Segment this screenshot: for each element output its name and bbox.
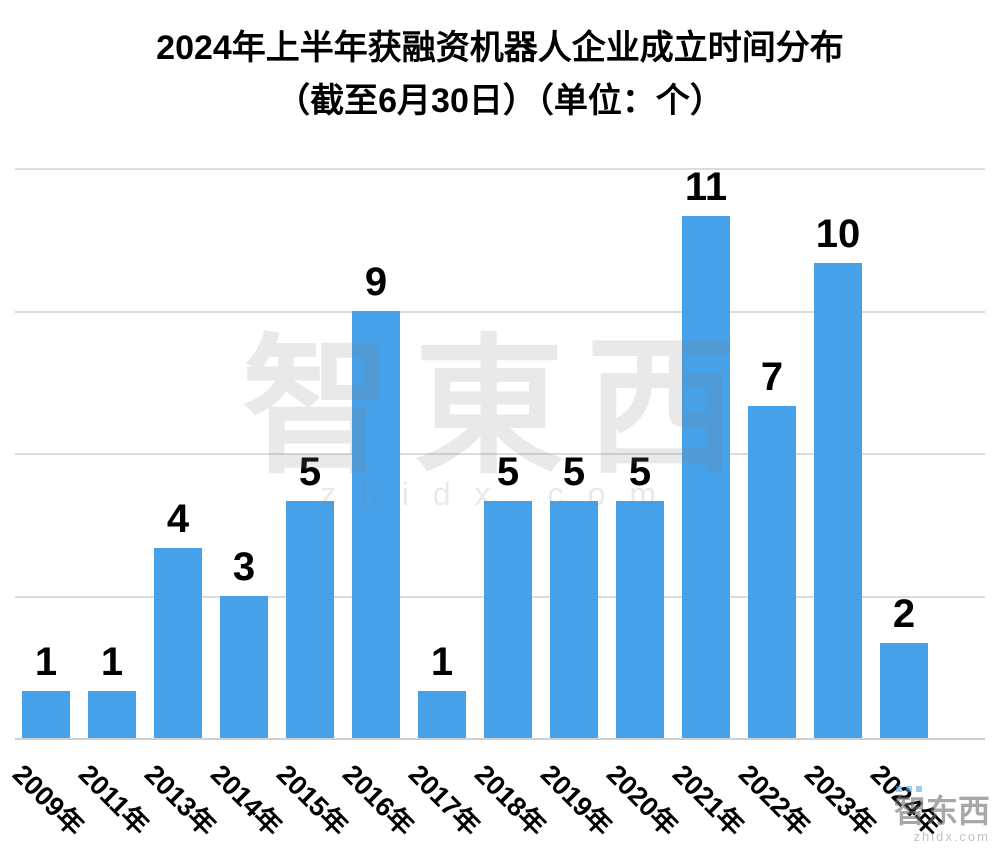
bar xyxy=(286,500,334,738)
x-axis-label: 2018年 xyxy=(468,758,552,842)
bar-value-label: 10 xyxy=(815,212,861,256)
x-axis-label: 2015年 xyxy=(270,758,354,842)
bar-value-label: 1 xyxy=(34,639,58,684)
bar-value-label: 1 xyxy=(100,639,124,684)
plot-area: 1 2009年 1 2011年 4 2013年 3 2014年 5 2015年 9 2016年 1 201… xyxy=(7,164,985,842)
gridline xyxy=(15,453,985,455)
gridline xyxy=(15,168,985,170)
bar xyxy=(154,548,202,738)
chart-title-line2: （截至6月30日）（单位：个） xyxy=(276,81,724,120)
x-axis-label: 2024年 xyxy=(864,758,948,842)
x-axis-label: 2020年 xyxy=(600,758,684,842)
bar-value-label: 1 xyxy=(430,639,454,684)
bar xyxy=(220,595,268,738)
bar xyxy=(814,263,862,738)
bar-value-label: 3 xyxy=(232,544,256,589)
chart-title-line1: 2024年上半年获融资机器人企业成立时间分布 xyxy=(156,29,844,67)
bar xyxy=(22,690,70,738)
x-axis-label: 2009年 xyxy=(6,758,90,842)
bar xyxy=(550,500,598,738)
x-axis-label: 2022年 xyxy=(732,758,816,842)
bar-value-label: 5 xyxy=(298,449,322,494)
bar-value-label: 9 xyxy=(364,259,388,304)
bar-value-label: 7 xyxy=(760,354,784,399)
chart-title: 2024年上半年获融资机器人企业成立时间分布 （截至6月30日）（单位：个） xyxy=(0,22,1000,127)
bar xyxy=(88,690,136,738)
bar-value-label: 5 xyxy=(628,449,652,494)
x-axis-label: 2014年 xyxy=(204,758,288,842)
bar xyxy=(484,500,532,738)
x-axis-label: 2017年 xyxy=(402,758,486,842)
bar xyxy=(682,215,730,738)
bar-value-label: 2 xyxy=(892,592,916,636)
x-axis-label: 2016年 xyxy=(336,758,420,842)
x-axis-label: 2011年 xyxy=(72,758,155,841)
corner-watermark-site: zhidx.com xyxy=(913,829,990,844)
bar xyxy=(616,500,664,738)
gridline xyxy=(15,310,985,313)
x-axis-label: 2013年 xyxy=(138,758,222,842)
bar-value-label: 11 xyxy=(684,164,728,209)
bar-value-label: 4 xyxy=(166,497,190,541)
bar-value-label: 5 xyxy=(562,449,586,494)
x-axis-label: 2019年 xyxy=(534,758,618,842)
x-axis-label: 2023年 xyxy=(798,758,882,842)
bar xyxy=(880,643,928,738)
bar xyxy=(352,310,400,738)
bar-value-label: 5 xyxy=(496,449,520,494)
bar xyxy=(748,405,796,738)
bar xyxy=(418,690,466,738)
x-axis-label: 2021年 xyxy=(666,758,750,842)
